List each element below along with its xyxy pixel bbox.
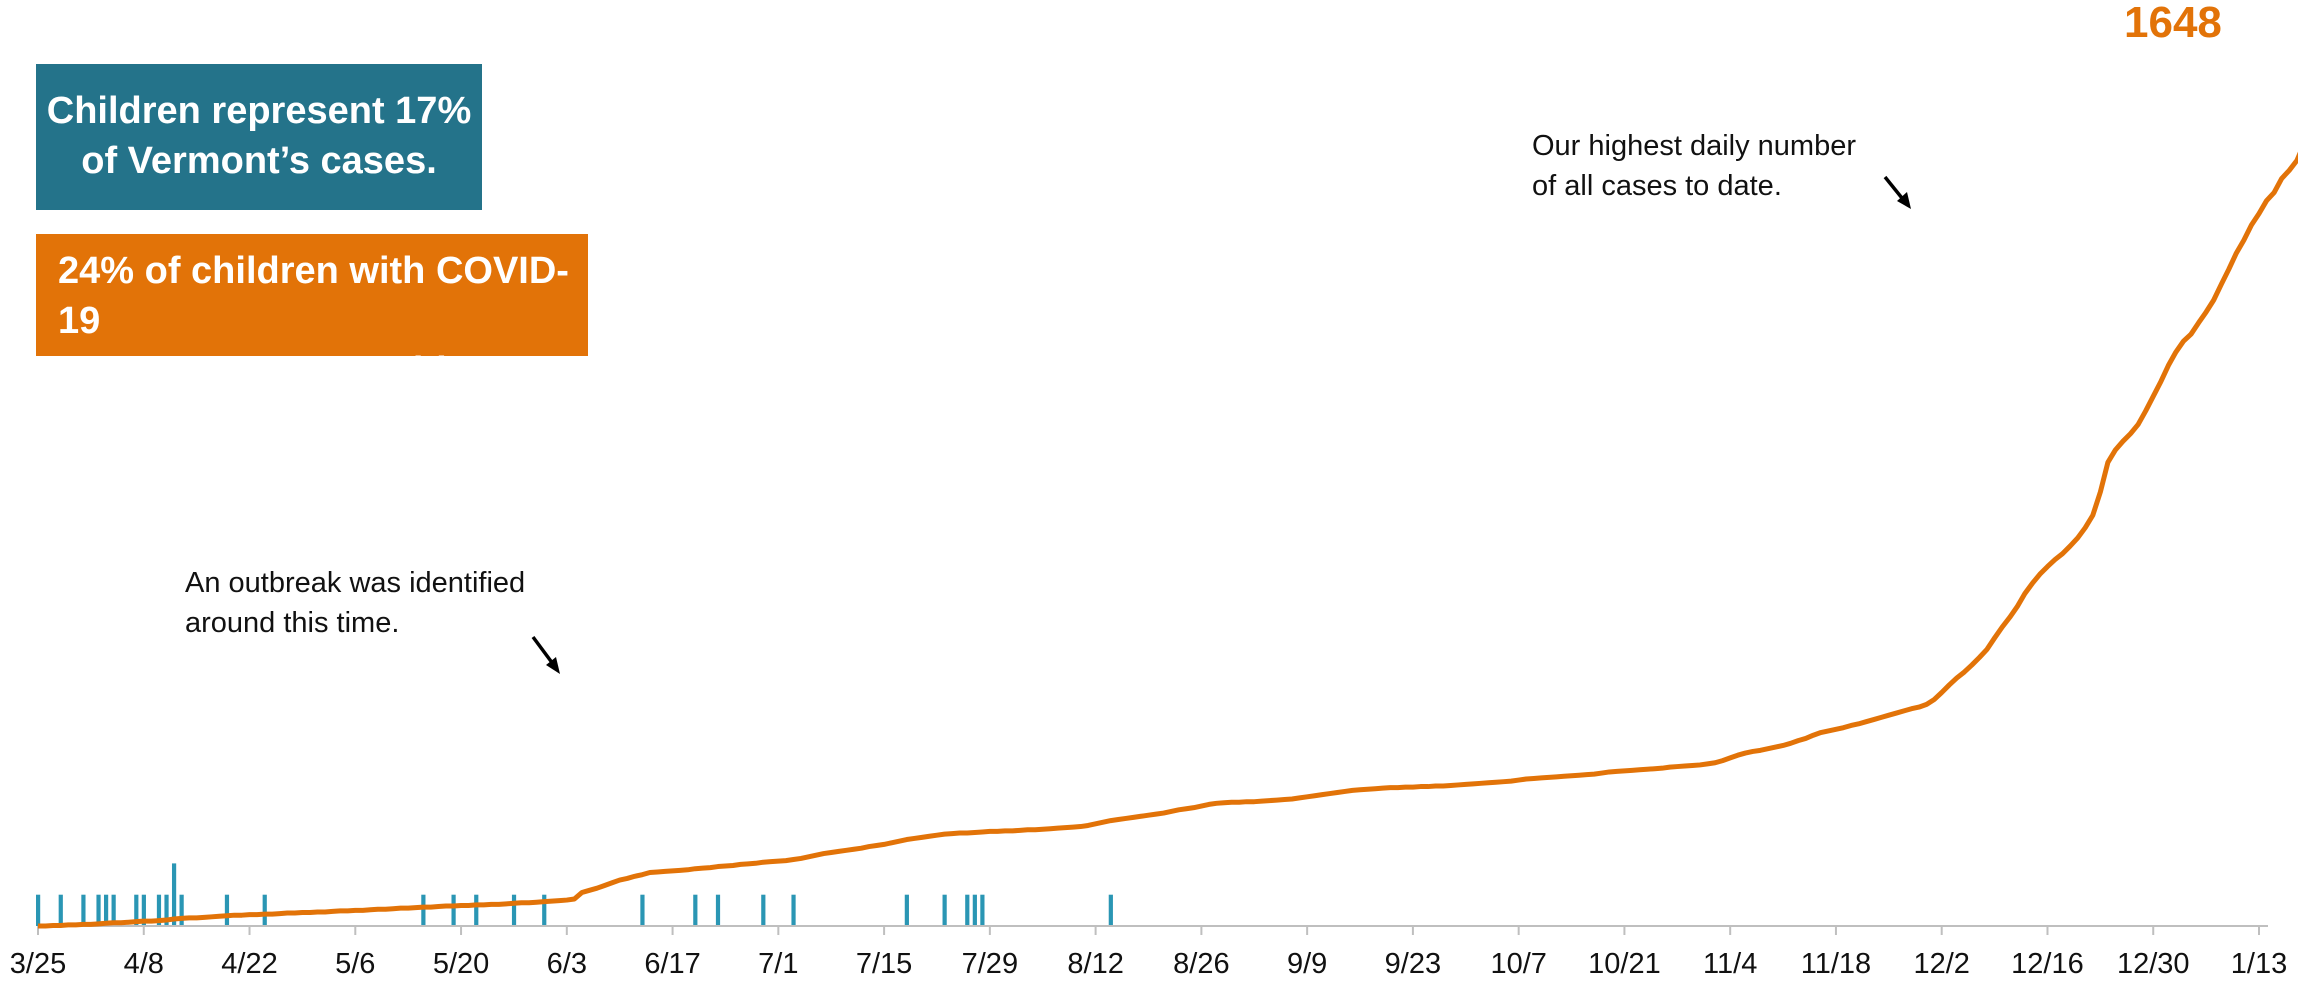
callout-line: of Vermont’s cases. bbox=[81, 140, 437, 182]
x-axis-tick-label: 7/29 bbox=[962, 948, 1018, 980]
x-axis-tick-label: 5/20 bbox=[433, 948, 489, 980]
x-axis-tick-label: 4/8 bbox=[124, 948, 164, 980]
daily-case-bar bbox=[81, 894, 86, 926]
daily-case-bar bbox=[421, 894, 426, 926]
daily-case-bar bbox=[164, 894, 169, 926]
x-axis-tick-label: 12/30 bbox=[2117, 948, 2190, 980]
annotation-arrows bbox=[531, 175, 1911, 674]
x-axis-tick-label: 7/1 bbox=[758, 948, 798, 980]
daily-case-bar bbox=[451, 894, 456, 926]
annotation-line: Our highest daily number bbox=[1532, 130, 1856, 162]
x-axis-tick-label: 11/4 bbox=[1703, 948, 1757, 980]
x-axis-ticks bbox=[37, 926, 2260, 935]
highest-day-annotation: Our highest daily number of all cases to… bbox=[1532, 126, 1856, 206]
annotation-line: An outbreak was identified bbox=[185, 567, 526, 599]
x-axis-tick-label: 3/25 bbox=[10, 948, 66, 980]
daily-case-bar bbox=[156, 894, 162, 926]
annotation-line: around this time. bbox=[185, 607, 400, 639]
daily-case-bar bbox=[972, 894, 977, 926]
daily-case-bar bbox=[36, 894, 41, 926]
callout-line: are 18 or 19 years old. bbox=[58, 350, 458, 392]
x-axis-tick-label: 12/2 bbox=[1913, 948, 1969, 980]
daily-case-bar bbox=[111, 894, 116, 926]
children-share-callout: Children represent 17% of Vermont’s case… bbox=[36, 64, 482, 210]
daily-case-bar bbox=[942, 894, 947, 926]
daily-case-bar bbox=[141, 894, 146, 926]
daily-case-bar bbox=[262, 894, 267, 926]
daily-case-bar bbox=[693, 894, 698, 926]
x-axis-tick-label: 9/23 bbox=[1385, 948, 1441, 980]
daily-case-bar bbox=[58, 894, 63, 926]
highest-arrowhead bbox=[1897, 192, 1911, 209]
outbreak-arrowhead bbox=[546, 657, 560, 674]
daily-case-bar bbox=[474, 894, 479, 926]
x-axis-tick-label: 10/21 bbox=[1588, 948, 1661, 980]
daily-case-bar bbox=[171, 863, 177, 926]
x-axis-tick-label: 11/18 bbox=[1801, 948, 1871, 980]
daily-case-bar bbox=[179, 894, 184, 926]
callout-line: 24% of children with COVID-19 bbox=[58, 250, 569, 342]
x-axis-tick-label: 7/15 bbox=[856, 948, 912, 980]
annotation-line: of all cases to date. bbox=[1532, 170, 1782, 202]
daily-case-bar bbox=[224, 894, 230, 926]
daily-case-bar bbox=[715, 894, 721, 926]
x-axis-tick-label: 12/16 bbox=[2011, 948, 2084, 980]
age-share-callout: 24% of children with COVID-19 are 18 or … bbox=[36, 234, 588, 392]
daily-case-bar bbox=[791, 894, 796, 926]
daily-case-bar bbox=[511, 894, 517, 926]
x-axis-tick-label: 8/26 bbox=[1173, 948, 1229, 980]
daily-case-bar bbox=[542, 894, 547, 926]
x-axis-tick-labels: 3/25 4/8 4/22 5/6 5/20 6/3 6/17 7/1 7/15 7/29 8/12… bbox=[10, 948, 2287, 980]
outbreak-annotation: An outbreak was identified around this t… bbox=[185, 563, 525, 643]
x-axis-tick-label: 5/6 bbox=[335, 948, 375, 980]
cumulative-cases-line bbox=[38, 151, 2298, 929]
daily-case-bar bbox=[96, 894, 101, 926]
daily-case-bars bbox=[36, 863, 1113, 926]
x-axis-tick-label: 1/13 bbox=[2231, 948, 2287, 980]
callout-line: Children represent 17% bbox=[46, 90, 472, 132]
daily-case-bar bbox=[134, 894, 139, 926]
cumulative-total-label: 1648 bbox=[2124, 0, 2222, 47]
daily-case-bar bbox=[965, 894, 970, 926]
daily-case-bar bbox=[1108, 894, 1113, 926]
daily-case-bar bbox=[980, 894, 985, 926]
x-axis-tick-label: 6/3 bbox=[547, 948, 587, 980]
daily-case-bar bbox=[761, 894, 766, 926]
x-axis-tick-label: 10/7 bbox=[1490, 948, 1546, 980]
x-axis-tick-label: 8/12 bbox=[1067, 948, 1123, 980]
daily-case-bar bbox=[640, 894, 645, 926]
x-axis-tick-label: 4/22 bbox=[221, 948, 277, 980]
x-axis-tick-label: 6/17 bbox=[644, 948, 700, 980]
daily-case-bar bbox=[103, 894, 109, 926]
daily-case-bar bbox=[904, 894, 909, 926]
x-axis-tick-label: 9/9 bbox=[1287, 948, 1327, 980]
